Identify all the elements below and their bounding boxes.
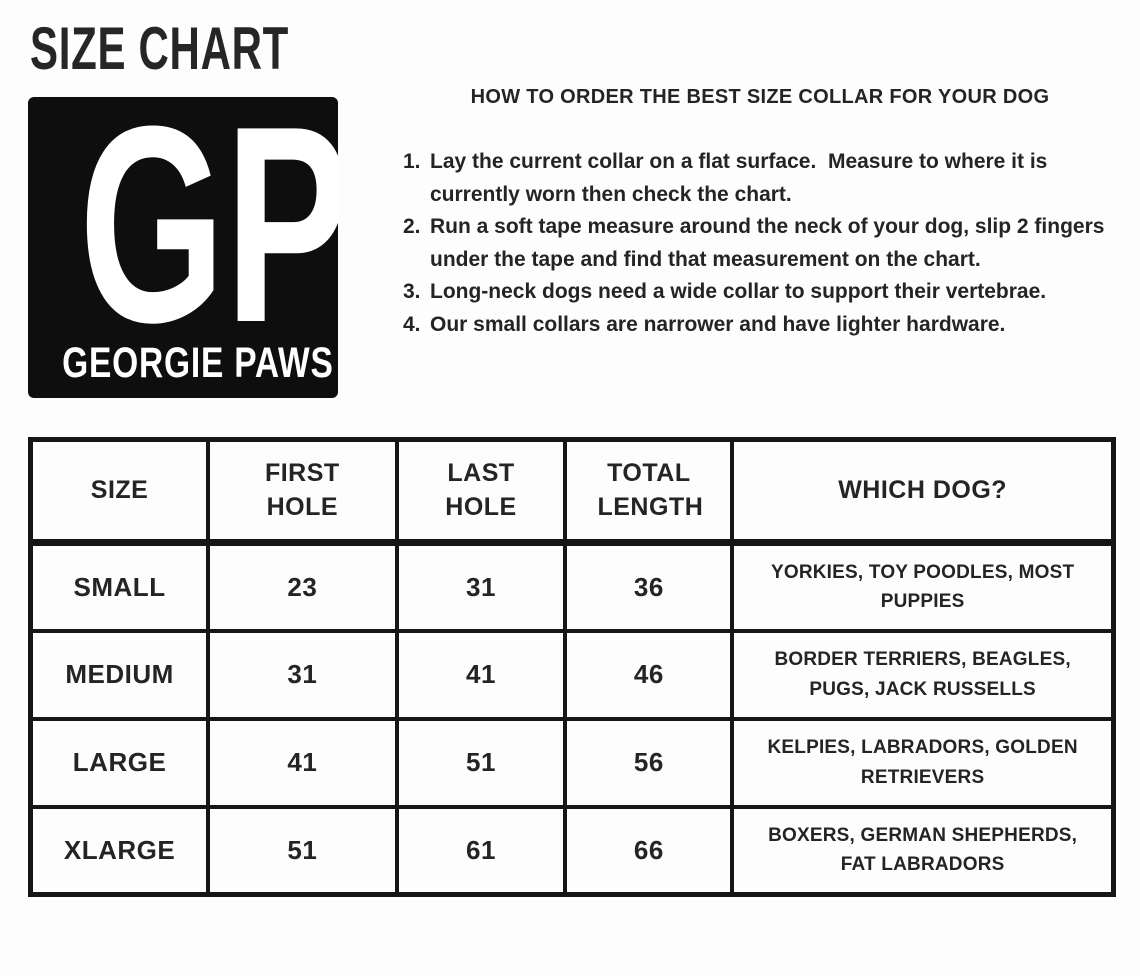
cell-total-length: 66: [563, 804, 735, 897]
cell-last-hole: 51: [394, 716, 568, 809]
size-table-container: SIZE FIRST HOLE LAST HOLE TOTAL LENGTH W…: [28, 437, 1116, 897]
header-which-dog: WHICH DOG?: [730, 437, 1116, 546]
cell-last-hole: 41: [394, 628, 568, 721]
instruction-number: 2.: [403, 215, 421, 238]
cell-which-dog: KELPIES, LABRADORS, GOLDEN RETRIEVERS: [730, 716, 1116, 809]
cell-which-dog: YORKIES, TOY POODLES, MOST PUPPIES: [730, 540, 1116, 633]
instruction-item-1: 1. Lay the current collar on a flat surf…: [403, 146, 1117, 211]
instruction-number: 4.: [403, 312, 421, 336]
instruction-text: Our small collars are narrower and have …: [430, 312, 1006, 336]
instruction-item-2: 2. Run a soft tape measure around the ne…: [403, 211, 1117, 276]
cell-size: SMALL: [28, 540, 211, 633]
cell-first-hole: 23: [206, 540, 399, 633]
cell-first-hole: 41: [206, 716, 399, 809]
instruction-text: Run a soft tape measure around the neck …: [430, 215, 1111, 271]
logo-monogram: GP: [79, 97, 338, 381]
table-row-large: LARGE 41 51 56 KELPIES, LABRADORS, GOLDE…: [28, 716, 1116, 809]
cell-which-dog: BOXERS, GERMAN SHEPHERDS, FAT LABRADORS: [730, 804, 1116, 897]
cell-size: XLARGE: [28, 804, 211, 897]
ordering-instructions: HOW TO ORDER THE BEST SIZE COLLAR FOR YO…: [403, 86, 1117, 341]
logo-brand-name: GEORGIE PAWS: [62, 339, 334, 387]
cell-which-dog: BORDER TERRIERS, BEAGLES, PUGS, JACK RUS…: [730, 628, 1116, 721]
instructions-list: 1. Lay the current collar on a flat surf…: [403, 146, 1117, 341]
header-last-hole: LAST HOLE: [394, 437, 568, 546]
table-row-xlarge: XLARGE 51 61 66 BOXERS, GERMAN SHEPHERDS…: [28, 804, 1116, 897]
table-row-medium: MEDIUM 31 41 46 BORDER TERRIERS, BEAGLES…: [28, 628, 1116, 721]
table-row-small: SMALL 23 31 36 YORKIES, TOY POODLES, MOS…: [28, 540, 1116, 633]
cell-last-hole: 31: [394, 540, 568, 633]
cell-last-hole: 61: [394, 804, 568, 897]
instructions-heading: HOW TO ORDER THE BEST SIZE COLLAR FOR YO…: [470, 86, 1050, 108]
cell-first-hole: 31: [206, 628, 399, 721]
instruction-item-4: 4. Our small collars are narrower and ha…: [403, 309, 1117, 342]
cell-size: MEDIUM: [28, 628, 211, 721]
page-title: SIZE CHART: [30, 15, 289, 82]
cell-total-length: 56: [563, 716, 735, 809]
instruction-number: 1.: [403, 150, 421, 173]
size-table-header-row: SIZE FIRST HOLE LAST HOLE TOTAL LENGTH W…: [28, 437, 1116, 546]
georgie-paws-logo: GP GEORGIE PAWS: [28, 97, 338, 398]
instruction-text: Long-neck dogs need a wide collar to sup…: [430, 280, 1047, 303]
instruction-number: 3.: [403, 280, 421, 303]
size-table: SIZE FIRST HOLE LAST HOLE TOTAL LENGTH W…: [28, 437, 1116, 897]
instruction-item-3: 3. Long-neck dogs need a wide collar to …: [403, 276, 1117, 309]
cell-total-length: 36: [563, 540, 735, 633]
header-size: SIZE: [28, 437, 211, 546]
header-first-hole: FIRST HOLE: [206, 437, 399, 546]
cell-first-hole: 51: [206, 804, 399, 897]
cell-size: LARGE: [28, 716, 211, 809]
cell-total-length: 46: [563, 628, 735, 721]
header-total-length: TOTAL LENGTH: [563, 437, 735, 546]
instruction-text: Lay the current collar on a flat surface…: [430, 150, 1054, 206]
